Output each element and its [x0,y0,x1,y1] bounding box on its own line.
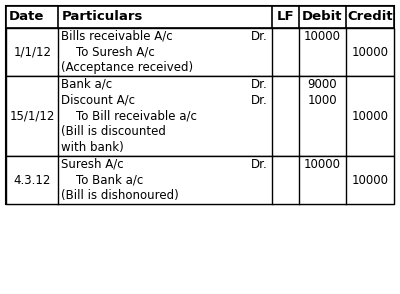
Text: Credit: Credit [347,11,392,24]
Text: (Bill is dishonoured): (Bill is dishonoured) [61,190,179,203]
Text: Discount A/c: Discount A/c [61,93,135,106]
Text: 10000: 10000 [351,109,388,123]
Text: Suresh A/c: Suresh A/c [61,158,124,171]
Text: Debit: Debit [302,11,342,24]
Text: (Bill is discounted: (Bill is discounted [61,126,166,138]
Bar [6,6,394,204]
Text: 9000: 9000 [308,78,337,91]
Text: Bank a/c: Bank a/c [61,78,112,91]
Text: 10000: 10000 [351,46,388,59]
Text: Dr.: Dr. [251,158,268,171]
Text: (Acceptance received): (Acceptance received) [61,61,194,74]
Text: 15/1/12: 15/1/12 [10,109,55,123]
Bar [6,6,394,28]
Text: Dr.: Dr. [251,78,268,91]
Text: 10000: 10000 [304,29,341,43]
Text: Particulars: Particulars [61,11,143,24]
Text: 10000: 10000 [351,173,388,186]
Text: Dr.: Dr. [251,29,268,43]
Text: Date: Date [9,11,44,24]
Text: with bank): with bank) [61,141,124,155]
Bar [6,28,394,76]
Text: 4.3.12: 4.3.12 [14,173,51,186]
Text: 1/1/12: 1/1/12 [13,46,51,59]
Text: Bills receivable A/c: Bills receivable A/c [61,29,173,43]
Bar [6,76,394,156]
Text: To Bill receivable a/c: To Bill receivable a/c [61,109,197,123]
Text: LF: LF [276,11,294,24]
Text: To Bank a/c: To Bank a/c [61,173,144,186]
Text: 1000: 1000 [308,93,337,106]
Text: Dr.: Dr. [251,93,268,106]
Text: 10000: 10000 [304,158,341,171]
Text: To Suresh A/c: To Suresh A/c [61,46,155,59]
Bar [6,156,394,204]
